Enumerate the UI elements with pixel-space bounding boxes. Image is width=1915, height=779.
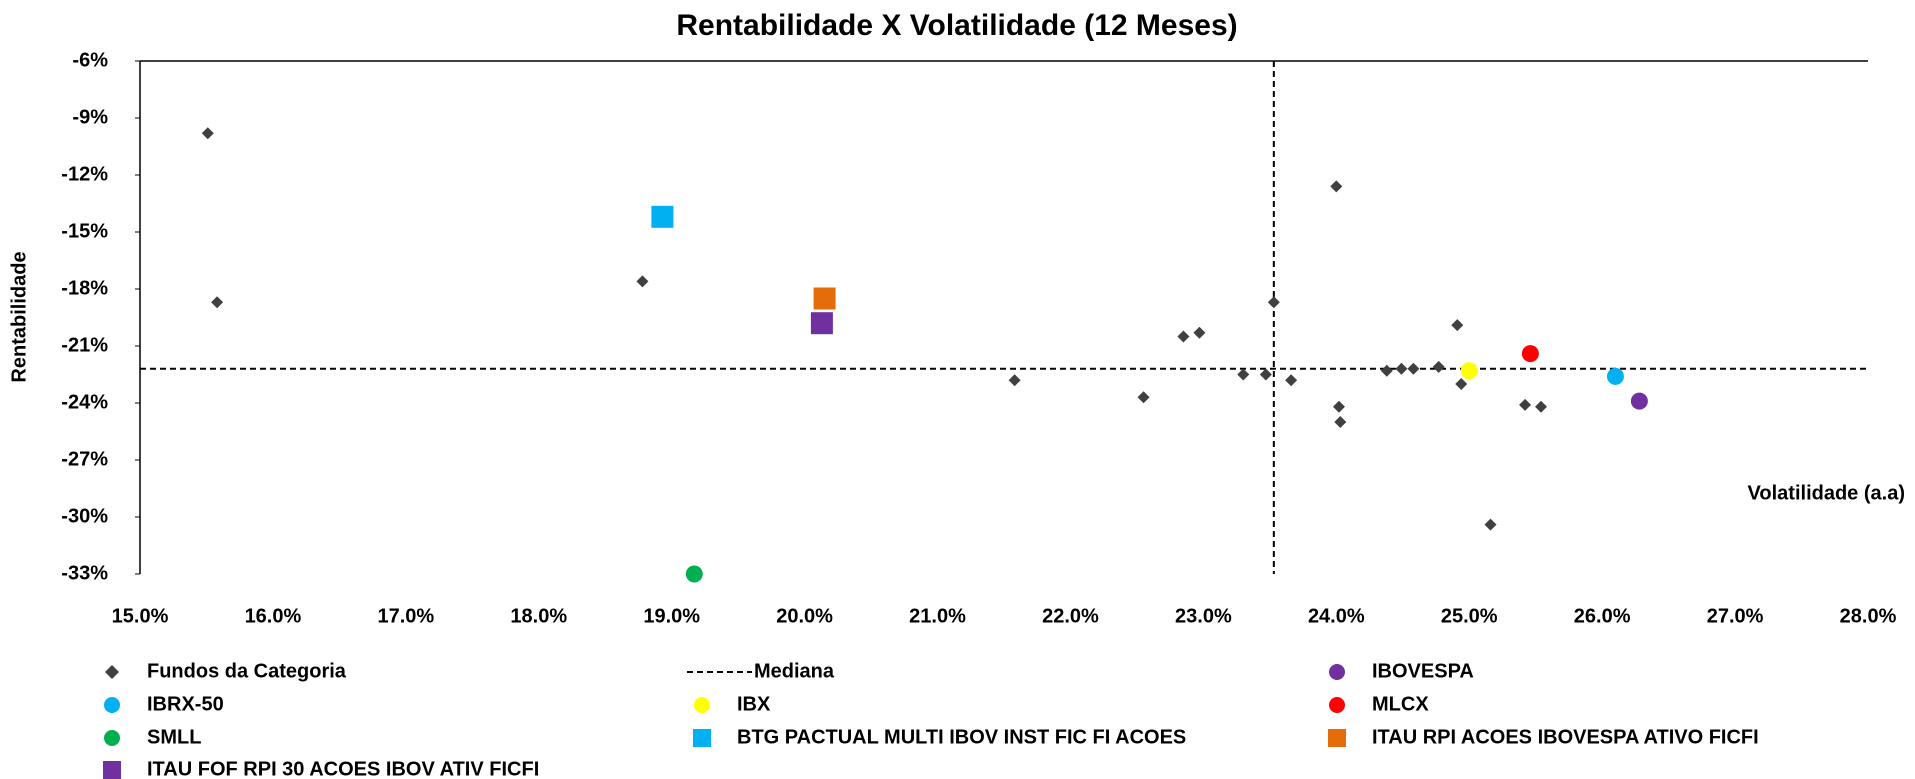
x-tick-label: 26.0% — [1574, 605, 1631, 627]
y-tick-label: -24% — [61, 391, 108, 413]
point — [1380, 364, 1393, 377]
y-tick-label: -18% — [61, 277, 108, 299]
legend-marker — [1329, 697, 1345, 713]
x-tick-label: 16.0% — [245, 605, 302, 627]
y-tick-label: -33% — [61, 562, 108, 584]
point — [1395, 362, 1408, 375]
point — [1630, 392, 1648, 410]
legend-label: Fundos da Categoria — [147, 660, 347, 682]
point — [1177, 330, 1190, 343]
x-tick-label: 27.0% — [1707, 605, 1764, 627]
legend-marker — [694, 697, 710, 713]
x-tick-label: 20.0% — [776, 605, 833, 627]
point — [1455, 378, 1468, 390]
point — [1519, 398, 1532, 411]
point — [1237, 368, 1250, 381]
x-tick-label: 25.0% — [1441, 605, 1498, 627]
x-axis-label: Volatilidade (a.a) — [1748, 482, 1905, 504]
point — [1484, 518, 1497, 531]
point — [651, 205, 674, 228]
x-tick-label: 21.0% — [909, 605, 966, 627]
point — [1451, 319, 1464, 332]
legend-label: MLCX — [1372, 693, 1429, 715]
point — [1137, 391, 1150, 404]
legend-label: IBOVESPA — [1372, 660, 1474, 682]
legend-marker — [1329, 664, 1345, 680]
x-tick-label: 15.0% — [112, 605, 169, 627]
x-tick-label: 17.0% — [377, 605, 434, 627]
y-tick-label: -27% — [61, 448, 108, 470]
point — [1407, 362, 1420, 375]
point — [201, 127, 214, 140]
point — [810, 312, 833, 335]
y-tick-label: -9% — [72, 106, 108, 128]
point — [1259, 368, 1272, 381]
y-tick-label: -6% — [72, 49, 108, 71]
legend-marker — [104, 697, 120, 713]
legend-marker — [103, 761, 121, 779]
legend-label: SMLL — [147, 726, 201, 748]
x-tick-label: 18.0% — [510, 605, 567, 627]
point — [1330, 180, 1343, 193]
y-tick-label: -15% — [61, 220, 108, 242]
legend-label: IBX — [737, 693, 771, 715]
point — [1460, 362, 1478, 380]
legend-marker — [104, 730, 120, 746]
x-tick-label: 24.0% — [1308, 605, 1365, 627]
legend-marker — [693, 729, 711, 747]
legend-label: ITAU FOF RPI 30 ACOES IBOV ATIV FICFI — [147, 758, 539, 779]
chart-title: Rentabilidade X Volatilidade (12 Meses) — [676, 9, 1237, 42]
legend-marker — [105, 665, 119, 679]
point — [1267, 296, 1280, 309]
x-tick-label: 19.0% — [643, 605, 700, 627]
x-tick-label: 23.0% — [1175, 605, 1232, 627]
point — [1285, 374, 1298, 387]
point — [211, 296, 224, 309]
x-tick-label: 22.0% — [1042, 605, 1099, 627]
point — [1334, 416, 1347, 428]
point — [813, 287, 836, 310]
point — [685, 565, 703, 583]
legend-marker — [1328, 729, 1346, 747]
point — [1432, 360, 1445, 373]
point — [1332, 400, 1345, 413]
y-tick-label: -21% — [61, 334, 108, 356]
x-tick-label: 28.0% — [1840, 605, 1897, 627]
legend-label: BTG PACTUAL MULTI IBOV INST FIC FI ACOES — [737, 726, 1186, 748]
point — [1008, 374, 1021, 387]
y-tick-label: -30% — [61, 505, 108, 527]
legend-label: IBRX-50 — [147, 693, 224, 715]
point — [1535, 400, 1548, 413]
point — [1193, 326, 1206, 339]
legend-label: ITAU RPI ACOES IBOVESPA ATIVO FICFI — [1372, 726, 1759, 748]
point — [1521, 345, 1539, 363]
legend-label: Mediana — [754, 660, 835, 682]
point — [1606, 367, 1624, 385]
point — [636, 275, 649, 288]
y-axis-label: Rentabilidade — [8, 251, 30, 382]
y-tick-label: -12% — [61, 163, 108, 185]
